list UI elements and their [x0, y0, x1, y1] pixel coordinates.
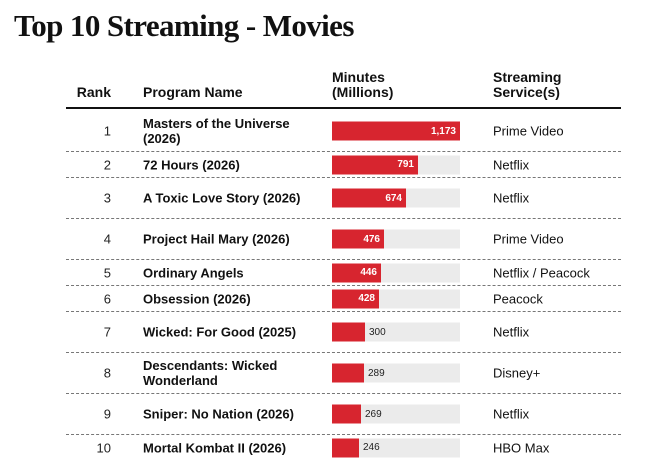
chart-table: 1 Masters of the Universe (2026) 1,173 Prim…: [66, 111, 621, 460]
streaming-service: Netflix: [493, 190, 530, 206]
bar-value-label: 791: [397, 159, 414, 170]
service-header-line2: Service(s): [493, 84, 560, 100]
minutes-header-line1: Minutes: [332, 69, 385, 85]
bar: [332, 188, 406, 208]
rank-value: 3: [103, 190, 111, 206]
rank-value: 5: [103, 265, 111, 280]
page-title: Top 10 Streaming - Movies: [14, 8, 354, 43]
streaming-service-header: Streaming Service(s): [493, 70, 643, 100]
program-name: Sniper: No Nation (2026): [143, 406, 294, 422]
bar-value-label: 674: [385, 192, 402, 204]
program-name-header: Program Name: [143, 84, 243, 100]
bar-value-label: 476: [363, 233, 380, 245]
bar-value-label: 300: [369, 326, 386, 338]
program-name: 72 Hours (2026): [143, 157, 240, 172]
streaming-service: Netflix / Peacock: [493, 265, 590, 280]
table-row: 4 Project Hail Mary (2026) 476 Prime Video: [66, 219, 621, 260]
program-name: Ordinary Angels: [143, 265, 244, 280]
streaming-service: Prime Video: [493, 231, 564, 247]
streaming-service: HBO Max: [493, 440, 550, 455]
bar-track: 791: [332, 155, 460, 174]
bar: [332, 404, 361, 424]
service-header-line1: Streaming: [493, 69, 562, 85]
table-row: 6 Obsession (2026) 428 Peacock: [66, 286, 621, 312]
bar: [332, 322, 365, 342]
rank-value: 7: [103, 324, 111, 340]
streaming-service: Disney+: [493, 365, 541, 381]
streaming-service: Netflix: [493, 324, 530, 340]
rank-value: 9: [103, 406, 111, 422]
program-name: Obsession (2026): [143, 291, 251, 306]
streaming-service: Netflix: [493, 157, 530, 172]
program-name: A Toxic Love Story (2026): [143, 190, 301, 206]
bar-track: 446: [332, 263, 460, 282]
bar-track: 674: [332, 188, 460, 208]
bar-track: 289: [332, 363, 460, 383]
program-name: Mortal Kombat II (2026): [143, 440, 287, 455]
table-row: 8 Descendants: Wicked Wonderland 289 Disney…: [66, 353, 621, 394]
table-row: 7 Wicked: For Good (2025) 300 Netflix: [66, 312, 621, 353]
table-row: 1 Masters of the Universe (2026) 1,173 Prim…: [66, 111, 621, 152]
bar: [332, 438, 359, 457]
streaming-service: Peacock: [493, 291, 543, 306]
header-rule: [66, 107, 621, 109]
table-row: 9 Sniper: No Nation (2026) 269 Netflix: [66, 394, 621, 435]
bar-value-label: 446: [360, 267, 377, 278]
rank-value: 8: [103, 365, 111, 381]
table-row: 2 72 Hours (2026) 791 Netflix: [66, 152, 621, 178]
bar-track: 1,173: [332, 121, 460, 141]
bar: [332, 263, 381, 282]
bar-value-label: 269: [365, 408, 382, 420]
rank-value: 6: [103, 291, 111, 306]
bar-track: 300: [332, 322, 460, 342]
rank-value: 10: [96, 440, 111, 455]
rank-value: 4: [103, 231, 111, 247]
rank-value: 1: [103, 123, 111, 139]
program-name: Descendants: Wicked Wonderland: [143, 358, 278, 388]
program-name: Project Hail Mary (2026): [143, 231, 290, 247]
minutes-header: Minutes (Millions): [332, 70, 482, 100]
streaming-service: Netflix: [493, 406, 530, 422]
bar: [332, 229, 384, 249]
bar: [332, 121, 460, 141]
bar-value-label: 1,173: [430, 125, 456, 137]
table-row: 5 Ordinary Angels 446 Netflix / Peacock: [66, 260, 621, 286]
bar: [332, 289, 379, 308]
rank-header: Rank: [76, 84, 111, 100]
rank-value: 2: [103, 157, 111, 172]
bar-value-label: 246: [363, 442, 380, 453]
bar-value-label: 428: [358, 293, 375, 304]
streaming-service: Prime Video: [493, 123, 564, 139]
bar-track: 476: [332, 229, 460, 249]
bar-track: 428: [332, 289, 460, 308]
minutes-header-line2: (Millions): [332, 84, 394, 100]
program-name: Masters of the Universe (2026): [143, 116, 290, 146]
program-name: Wicked: For Good (2025): [143, 324, 297, 340]
table-row: 3 A Toxic Love Story (2026) 674 Netflix: [66, 178, 621, 219]
table-row: 10 Mortal Kombat II (2026) 246 HBO Max: [66, 435, 621, 460]
bar: [332, 363, 364, 383]
bar-track: 269: [332, 404, 460, 424]
bar-track: 246: [332, 438, 460, 457]
bar: [332, 155, 418, 174]
bar-value-label: 289: [368, 367, 385, 379]
